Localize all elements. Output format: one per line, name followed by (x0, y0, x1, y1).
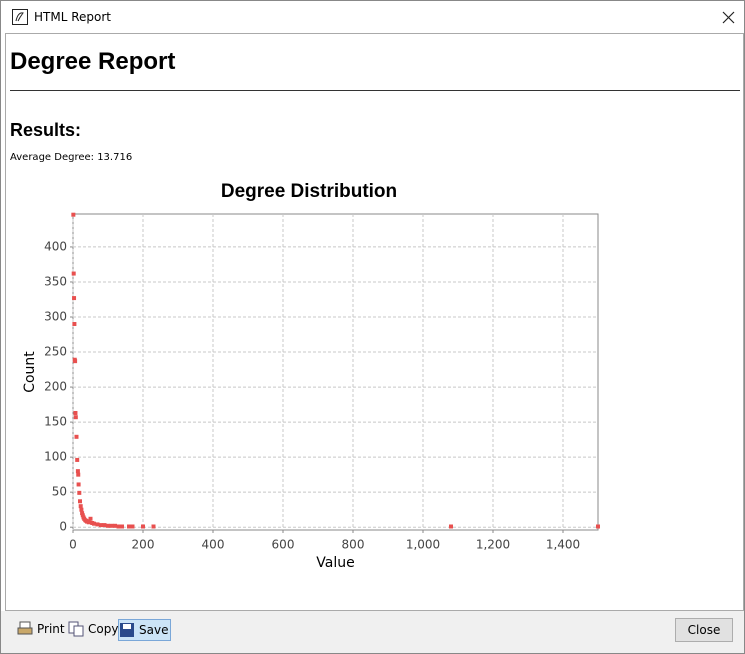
data-point (102, 523, 107, 528)
x-tick-label: 1,400 (546, 538, 580, 552)
window-close[interactable] (722, 11, 736, 25)
toolbar: Print Copy Save Close (1, 611, 744, 653)
data-point (113, 523, 117, 528)
data-point (73, 359, 78, 364)
data-point (151, 524, 156, 529)
data-point (95, 522, 100, 527)
y-tick-label: 150 (44, 415, 67, 429)
y-tick-label: 0 (59, 520, 67, 534)
data-point (77, 490, 82, 495)
data-point (449, 524, 453, 529)
data-point (99, 523, 103, 528)
x-axis-label: Value (316, 555, 354, 571)
data-point (74, 434, 79, 439)
data-point (72, 296, 77, 301)
data-point (71, 271, 76, 276)
y-tick-label: 350 (44, 274, 67, 288)
save-label: Save (139, 623, 169, 637)
chart: Degree Distribution 0 50 100 150 200 250 300 35… (22, 181, 600, 571)
data-point (80, 513, 85, 518)
print-button[interactable]: Print (17, 619, 65, 639)
y-tick-label: 200 (44, 380, 67, 394)
x-tick-label: 600 (272, 538, 295, 552)
data-point (76, 482, 81, 487)
y-tick-label: 400 (44, 239, 67, 253)
divider (10, 90, 740, 91)
data-point (130, 524, 135, 529)
data-point (116, 524, 121, 529)
y-tick-label: 250 (44, 345, 67, 359)
data-point (109, 523, 114, 528)
close-button[interactable]: Close (675, 618, 733, 642)
data-point (86, 520, 91, 525)
data-point (75, 469, 80, 474)
y-tick-label: 300 (44, 309, 67, 323)
data-point (71, 212, 76, 217)
y-axis-label: Count (22, 351, 38, 393)
data-point (78, 504, 83, 509)
results-heading: Results: (10, 120, 82, 140)
chart-title: Degree Distribution (221, 181, 397, 202)
x-tick-label: 400 (202, 538, 225, 552)
y-tick-label: 50 (52, 485, 67, 499)
data-point (72, 322, 77, 327)
save-button[interactable]: Save (118, 619, 172, 641)
data-point (127, 524, 131, 529)
y-tick-label: 100 (44, 450, 67, 464)
report-title: Degree Report (10, 48, 176, 75)
x-tick-label: 1,200 (476, 538, 510, 552)
data-point (78, 499, 82, 504)
data-point (92, 521, 96, 526)
data-point (80, 511, 85, 516)
x-tick-label: 800 (342, 538, 365, 552)
data-point (73, 415, 78, 420)
data-point (88, 516, 93, 521)
average-degree: Average Degree: 13.716 (10, 152, 133, 163)
x-tick-label: 1,000 (406, 538, 440, 552)
app-icon (12, 9, 28, 25)
plot-area (72, 213, 599, 531)
x-tick-label: 0 (69, 538, 77, 552)
data-point (75, 457, 80, 462)
x-tick-label: 200 (132, 538, 155, 552)
data-point (79, 507, 84, 512)
copy-label: Copy (88, 622, 119, 636)
data-point (76, 472, 81, 477)
data-point (120, 524, 124, 529)
title-bar: HTML Report (1, 1, 744, 33)
data-point (141, 524, 145, 529)
data-point (73, 410, 78, 415)
data-point (596, 524, 600, 529)
copy-button[interactable]: Copy (68, 619, 118, 639)
print-label: Print (37, 622, 65, 636)
data-point (106, 523, 110, 528)
window-title: HTML Report (34, 10, 111, 24)
report-content: Degree Report Results: Average Degree: 1… (5, 33, 744, 611)
